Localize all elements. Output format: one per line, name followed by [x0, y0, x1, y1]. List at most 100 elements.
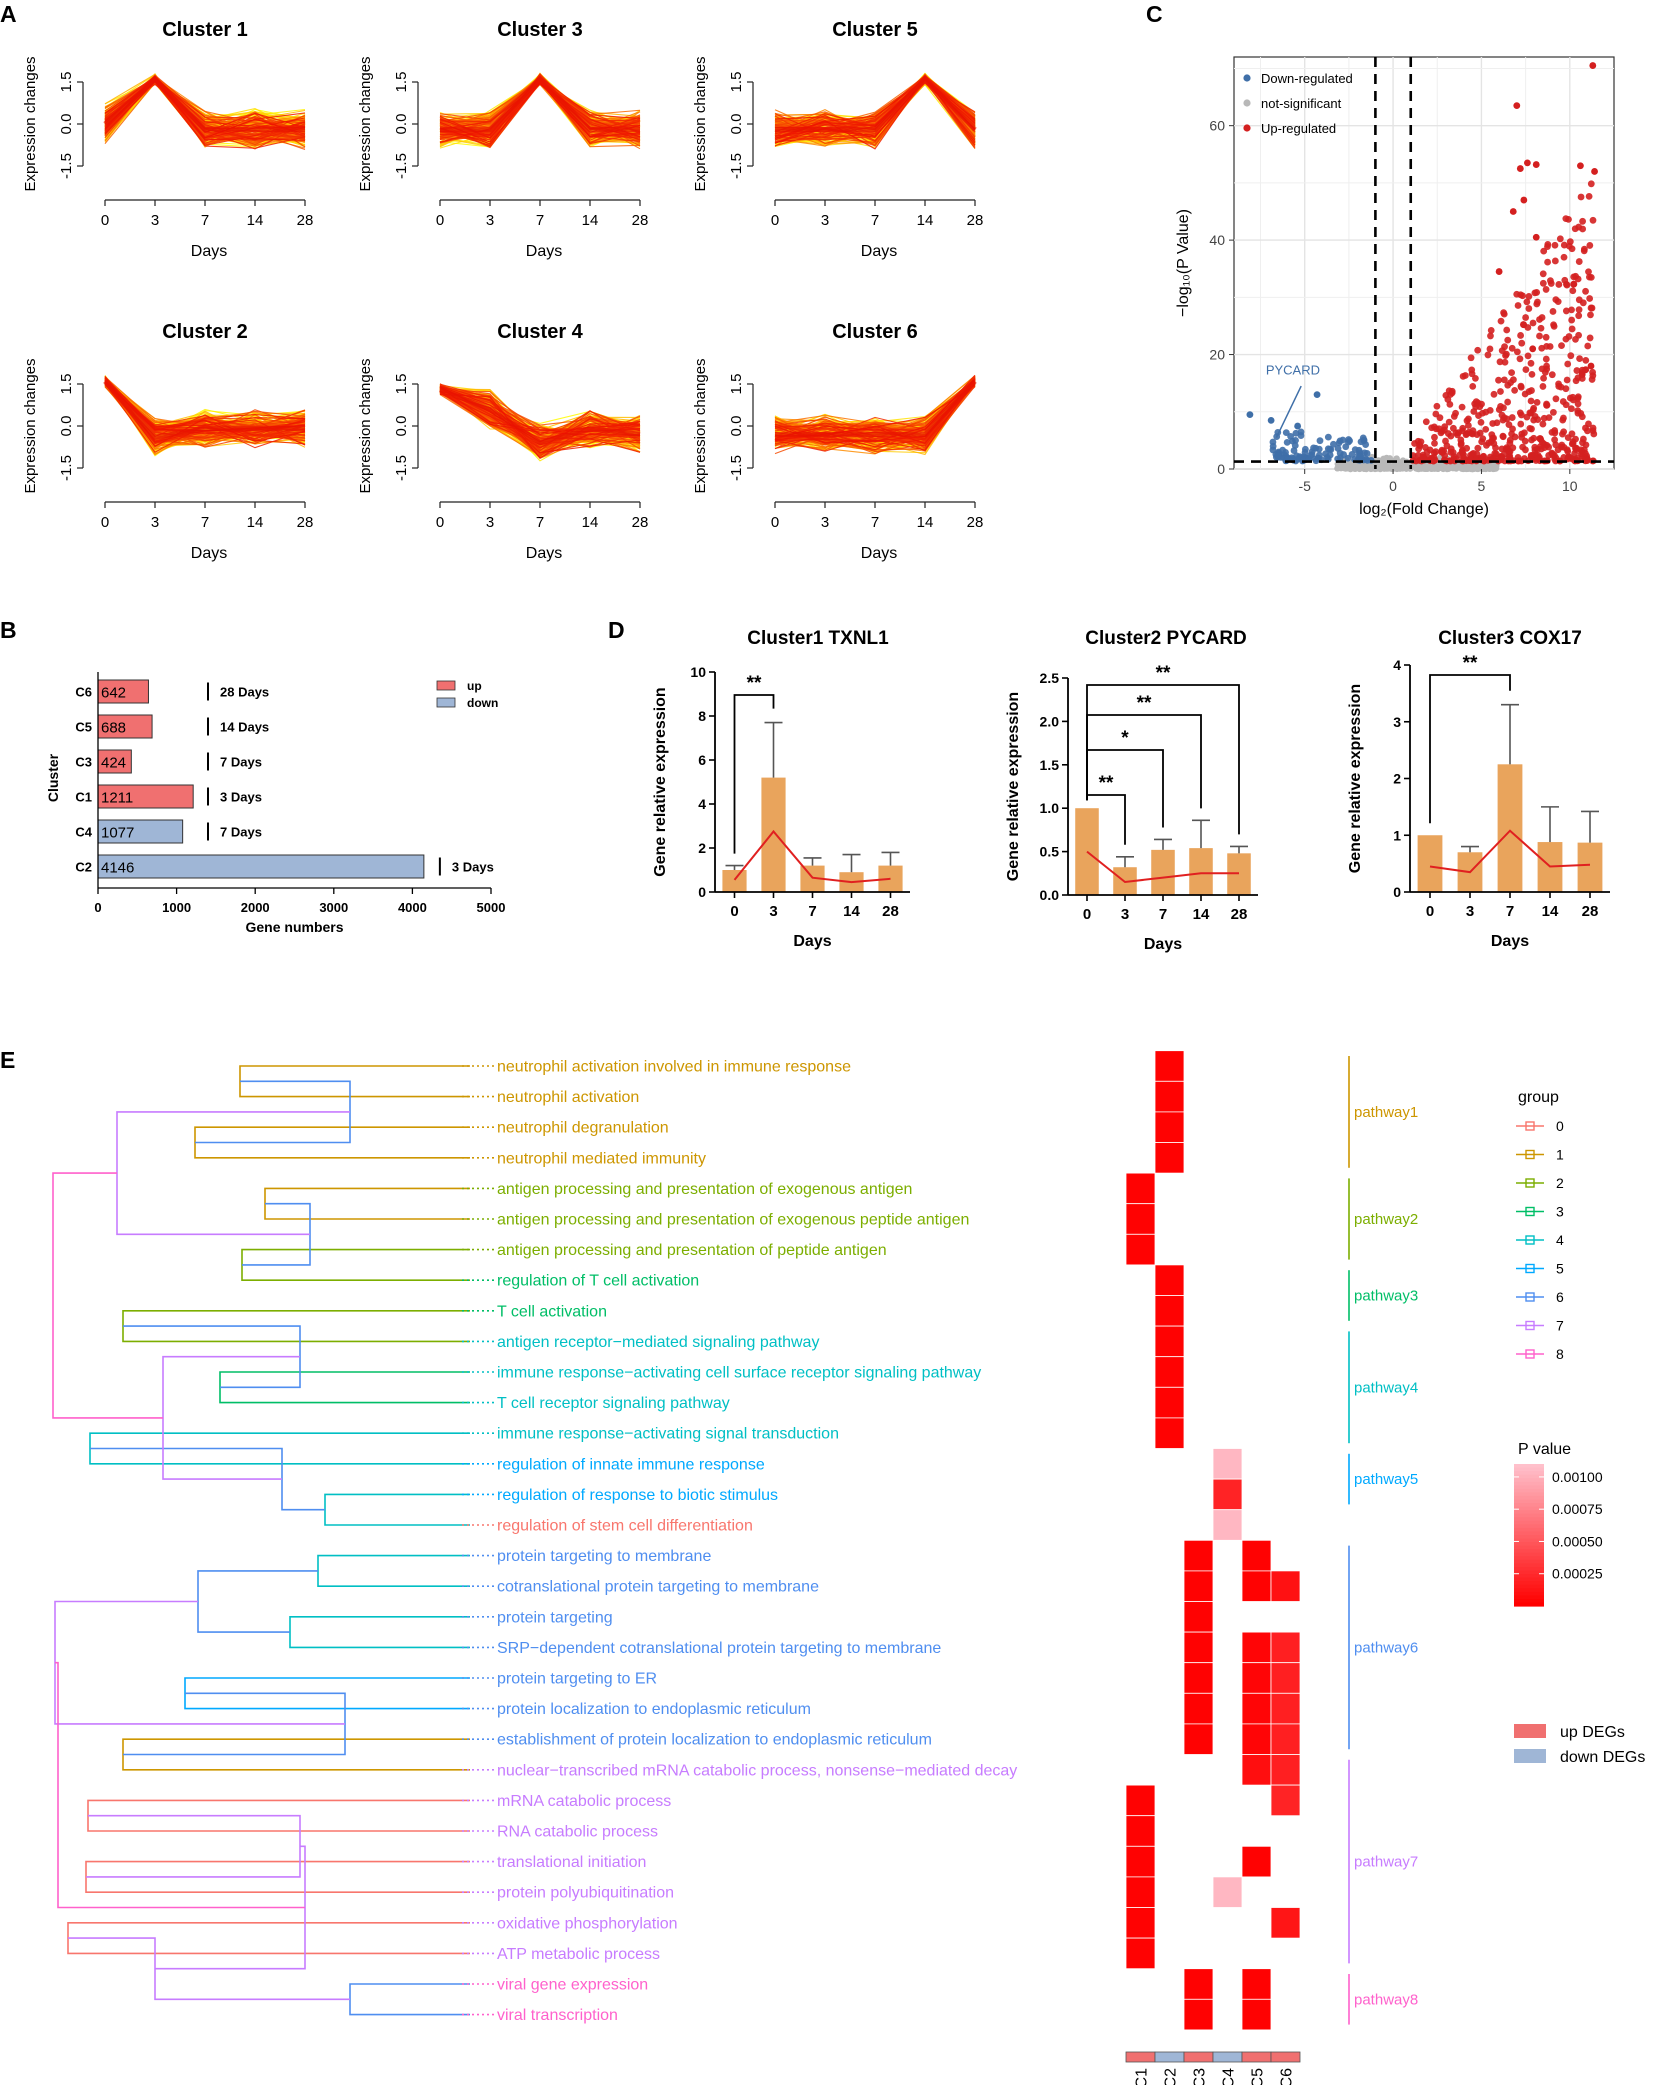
y-axis-title: Expression changes: [22, 358, 39, 493]
profile-line: [774, 378, 976, 450]
point-up-regulated: [1500, 404, 1507, 412]
x-axis-title: Days: [793, 933, 831, 950]
panel-letter-e: E: [0, 1047, 15, 1073]
heatmap-cell: [1183, 1968, 1214, 2000]
point-up-regulated: [1575, 296, 1583, 304]
peak-day-label: 3 Days: [220, 790, 262, 805]
heatmap-cell: [1125, 1907, 1156, 1939]
point-up-regulated: [1544, 258, 1552, 266]
pvalue-gradient-step: [1514, 1570, 1544, 1575]
point-up-regulated: [1551, 257, 1559, 265]
x-axis-title: Days: [191, 243, 227, 260]
bar-value-label: 1211: [101, 790, 133, 807]
point-up-regulated: [1504, 398, 1512, 406]
point-up-regulated: [1578, 371, 1586, 378]
dendrogram-branch: [54, 1600, 345, 1725]
point-up-regulated: [1489, 420, 1497, 427]
point-up-regulated: [1508, 344, 1516, 352]
point-up-regulated: [1458, 427, 1466, 435]
cluster-subplot: Cluster 3 1.5 0.0 -1.5 Expression changes 0 3 7…: [357, 19, 648, 260]
point-up-regulated: [1447, 457, 1455, 465]
pvalue-gradient-step: [1514, 1488, 1544, 1493]
heatmap-cell: [1154, 1050, 1185, 1082]
point-up-regulated: [1509, 208, 1517, 215]
point-down-regulated: [1291, 442, 1299, 449]
point-not-significant: [1415, 463, 1422, 470]
point-up-regulated: [1564, 360, 1572, 368]
go-term-label: protein localization to endoplasmic reti…: [497, 1701, 811, 1718]
heatmap-cell: [1125, 1937, 1156, 1970]
point-up-regulated: [1572, 335, 1579, 343]
panel-letter-c: C: [1146, 1, 1163, 27]
x-tick-label: 0: [1426, 903, 1434, 920]
profile-line: [104, 383, 306, 427]
y-tick-label: 1.5: [58, 72, 75, 93]
point-up-regulated: [1527, 397, 1535, 405]
y-axis-title: Expression changes: [357, 358, 374, 493]
point-up-regulated: [1522, 314, 1530, 321]
y-tick-label: 1.0: [1040, 800, 1060, 816]
point-down-regulated: [1307, 451, 1315, 459]
panel-letter-a: A: [0, 1, 17, 27]
point-up-regulated: [1435, 425, 1443, 433]
y-tick-label: 1.5: [393, 374, 410, 395]
point-down-regulated: [1330, 440, 1337, 448]
heatmap-cell: [1241, 1631, 1272, 1664]
x-tick-label: 14: [247, 514, 264, 531]
annotation-pointer: [1275, 385, 1302, 438]
y-tick-label: 0: [1217, 461, 1225, 477]
x-axis-title: Days: [526, 545, 562, 562]
column-label: C1: [1134, 2068, 1151, 2085]
dendrogram-branch: [52, 1172, 163, 1419]
point-up-regulated: [1540, 247, 1548, 255]
point-up-regulated: [1511, 386, 1519, 394]
point-not-significant: [1389, 463, 1396, 470]
x-tick-label: 0: [94, 900, 101, 915]
point-up-regulated: [1589, 427, 1597, 435]
x-tick-label: 0: [1389, 478, 1397, 494]
point-up-regulated: [1537, 324, 1545, 332]
x-tick-label: 3: [769, 903, 777, 920]
panel-a-cluster-profiles: Cluster 1 1.5 0.0 -1.5 Expression changes 0 3 7…: [22, 19, 983, 562]
significance-label: **: [1099, 773, 1114, 794]
pvalue-tick-label: 0.00025: [1552, 1566, 1603, 1582]
point-up-regulated: [1587, 362, 1595, 370]
group-legend-marker: [1525, 1206, 1535, 1217]
point-up-regulated: [1517, 383, 1525, 391]
heatmap-cell: [1241, 1754, 1272, 1786]
y-tick-label: -1.5: [58, 455, 75, 481]
pathway-label: pathway5: [1354, 1471, 1418, 1488]
point-up-regulated: [1577, 162, 1584, 170]
heatmap-cell: [1270, 1754, 1301, 1786]
point-up-regulated: [1468, 366, 1476, 374]
go-term-label: regulation of T cell activation: [497, 1273, 699, 1290]
pvalue-gradient-step: [1514, 1538, 1544, 1543]
column-label: C5: [1250, 2068, 1267, 2085]
pvalue-gradient-step: [1514, 1471, 1544, 1476]
go-term-label: neutrophil mediated immunity: [497, 1150, 706, 1167]
point-down-regulated: [1274, 452, 1282, 460]
peak-day-label: 7 Days: [220, 755, 262, 770]
go-term-label: viral transcription: [497, 2007, 618, 2024]
x-tick-label: 28: [1231, 906, 1248, 923]
point-up-regulated: [1589, 216, 1597, 224]
heatmap-cell: [1183, 1601, 1214, 1633]
point-up-regulated: [1536, 332, 1543, 340]
heatmap-cell: [1125, 1233, 1156, 1266]
x-tick-label: 5: [1478, 478, 1486, 494]
go-term-label: protein polyubiquitination: [497, 1885, 674, 1902]
heatmap-cell: [1212, 1478, 1243, 1511]
heatmap-cell: [1154, 1386, 1185, 1419]
point-up-regulated: [1503, 415, 1511, 423]
group-legend-marker: [1525, 1149, 1535, 1160]
point-up-regulated: [1449, 424, 1457, 432]
y-tick-label: 0.0: [1040, 887, 1060, 903]
group-legend-label: 8: [1556, 1346, 1564, 1362]
go-term-label: mRNA catabolic process: [497, 1793, 671, 1810]
heatmap-cell: [1154, 1264, 1185, 1296]
bar: [1577, 842, 1603, 892]
pvalue-gradient-step: [1514, 1527, 1544, 1533]
point-down-regulated: [1282, 429, 1290, 436]
go-term-label: establishment of protein localization to…: [497, 1732, 932, 1749]
panel-e-go-heatmap: neutrophil activation involved in immune…: [52, 1050, 1645, 2085]
